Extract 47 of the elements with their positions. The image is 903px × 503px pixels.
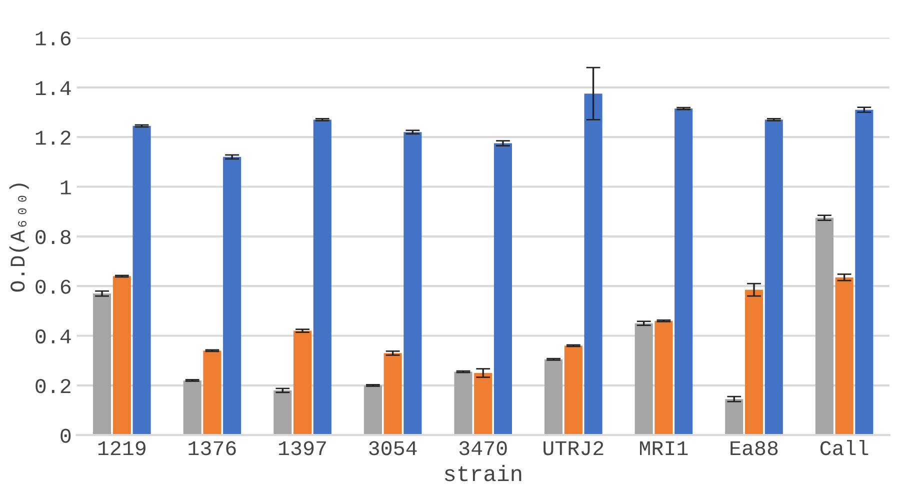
bar [564,346,582,436]
bar [544,359,563,436]
x-tick-label: 1219 [98,441,146,456]
x-tick-label: Call [820,440,868,456]
bar [744,290,764,436]
bar [132,126,151,436]
y-tick-label: 0.4 [36,329,71,344]
x-tick-label: 1397 [279,441,326,456]
y-tick-label: 0.8 [36,230,71,244]
y-axis-title: O.D(A₆₀₀) [9,184,29,292]
bar [293,330,312,436]
bar [815,218,834,436]
bar [404,132,422,436]
y-tick-label: 1.4 [36,81,71,95]
y-tick-label: 1.6 [36,31,71,46]
y-tick-label: 0.6 [36,280,71,294]
x-tick-label: 3054 [369,441,417,456]
bar [634,323,653,436]
bar [725,399,744,436]
bar [223,156,242,436]
bar [855,110,874,436]
y-tick-label: 0.2 [36,379,70,394]
y-tick-label: 0 [60,428,71,443]
bar [364,385,382,436]
x-tick-label: 3470 [459,441,507,456]
bar [584,94,602,436]
bar [764,120,783,436]
bar [454,372,472,436]
bar [183,380,202,436]
bar [93,294,112,436]
bar [203,350,222,436]
y-tick-label: 1.2 [36,130,70,145]
x-tick-label: 1376 [188,441,236,456]
bar [654,320,673,436]
x-tick-label: Ea88 [730,441,778,456]
x-tick-label: MRI1 [640,441,688,456]
bar [313,120,332,436]
x-tick-label: UTRJ2 [544,441,604,456]
bar [112,276,131,436]
bar [384,353,402,436]
bar [274,390,292,436]
bar [674,108,693,436]
bar [835,277,854,436]
bar [474,373,492,436]
bar [494,143,512,436]
y-tick-label: 1 [60,180,71,194]
x-axis-title: strain [444,464,522,482]
